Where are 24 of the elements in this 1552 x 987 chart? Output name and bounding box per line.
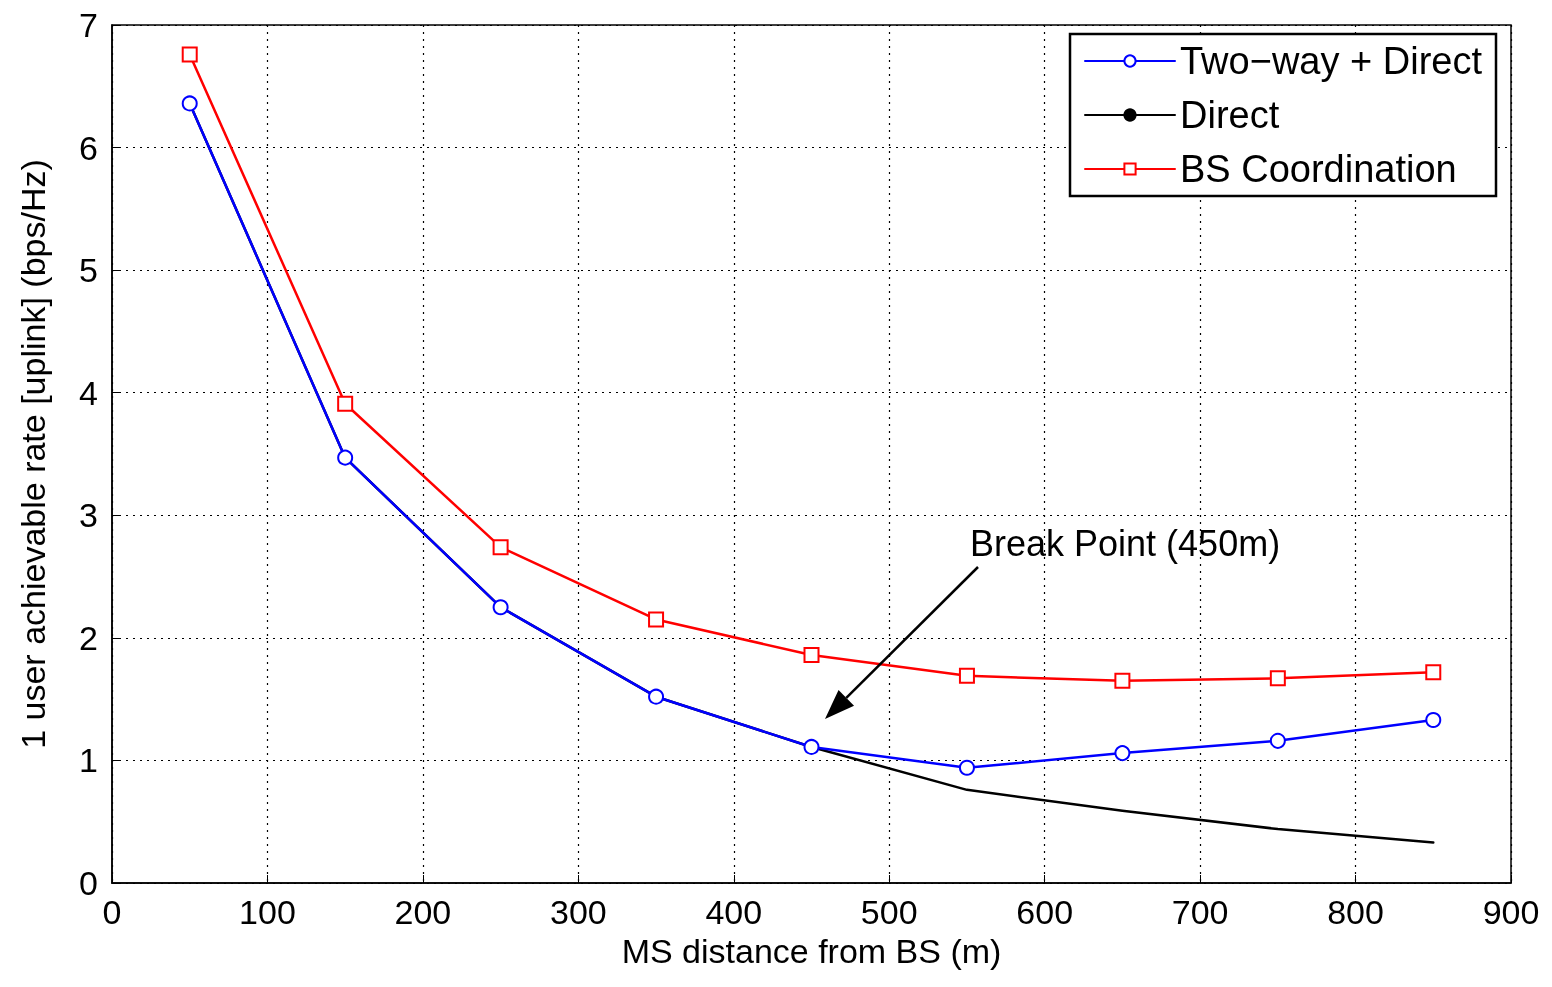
y-tick-label: 3 [79,496,98,535]
x-tick-label: 200 [394,893,452,931]
x-tick-label: 0 [102,893,122,931]
y-tick-label: 6 [79,128,98,167]
x-tick-label: 100 [239,893,296,931]
x-tick-label: 500 [860,893,918,931]
x-tick-label: 400 [705,893,763,931]
y-tick-label: 1 [79,741,98,780]
y-axis-title: 1 user achievable rate [uplink] (bps/Hz) [14,159,52,749]
x-tick-label: 600 [1016,893,1074,931]
annotation: Break Point (450m) [970,522,1281,564]
x-tick-label: 800 [1327,893,1384,931]
y-tick-label: 0 [79,864,98,902]
legend-label: Two−way + Direct [1180,40,1483,82]
x-tick-label: 700 [1171,893,1229,931]
x-axis-title: MS distance from BS (m) [621,931,1002,970]
y-tick-label: 5 [79,251,98,290]
legend-label: Direct [1180,94,1280,136]
y-tick-label: 4 [79,373,98,412]
y-tick-label: 2 [79,618,98,657]
legend-label: BS Coordination [1180,148,1457,190]
y-tick-label: 7 [79,6,98,44]
x-tick-label: 300 [549,893,607,931]
x-tick-label: 900 [1482,893,1540,931]
